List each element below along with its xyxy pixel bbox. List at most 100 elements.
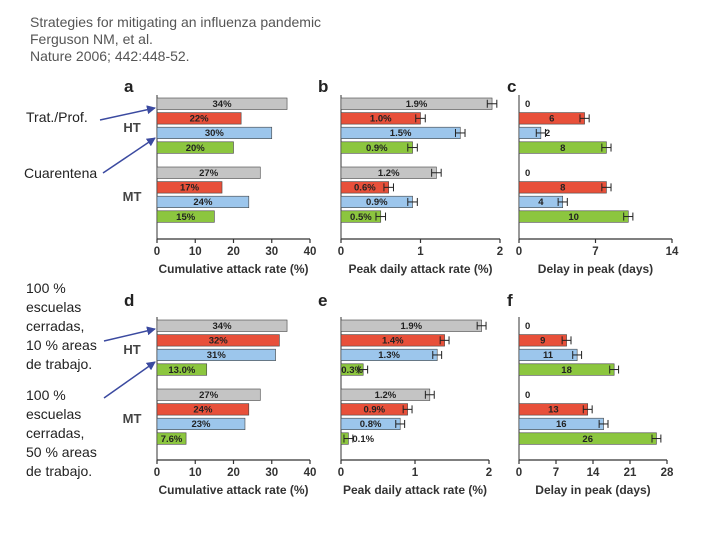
annotation-line: escuelas [26, 299, 82, 315]
x-axis-label: Delay in peak (days) [535, 483, 650, 497]
bar-value-label: 30% [205, 128, 225, 139]
x-axis-label: Delay in peak (days) [538, 262, 653, 276]
bar-value-label: 0.6% [354, 183, 376, 194]
annotation-arrow [102, 137, 156, 174]
x-tick-label: 1 [412, 467, 419, 479]
bar-value-label: 0 [525, 390, 530, 401]
x-tick-label: 7 [592, 246, 598, 258]
bar-value-label: 0.8% [360, 419, 382, 430]
bar-value-label: 8 [560, 183, 565, 194]
group-label: MT [123, 189, 142, 204]
bar-value-label: 2 [545, 128, 550, 139]
bar [156, 195, 250, 208]
bar-value-label: 32% [209, 336, 229, 347]
annotation-line: cerradas, [26, 318, 85, 334]
bar [156, 348, 276, 362]
bar-value-label: 1.0% [370, 114, 392, 125]
bar-value-label: 15% [176, 212, 196, 223]
x-tick-label: 1 [417, 246, 424, 258]
x-tick-label: 0 [338, 467, 344, 479]
bar [156, 403, 250, 416]
bar-value-label: 24% [193, 197, 213, 208]
bar [156, 432, 187, 445]
annotation-arrow [103, 361, 156, 399]
bar-value-label: 0.3% [341, 365, 363, 376]
bar-value-label: 1.3% [378, 350, 400, 361]
panel-letter: c [507, 77, 516, 96]
bar [156, 417, 246, 431]
annotation-closure-10: 100 % escuelas cerradas, 10 % areas de t… [26, 279, 97, 374]
bar [156, 334, 280, 347]
bar-value-label: 0 [525, 321, 530, 332]
bar-value-label: 6 [549, 114, 554, 125]
bar [156, 112, 242, 125]
bar-value-label: 27% [199, 168, 219, 179]
bar-value-label: 1.9% [400, 321, 422, 332]
bar-value-label: 13.0% [168, 365, 195, 376]
bar-value-label: 0 [525, 168, 530, 179]
bar-value-label: 34% [213, 99, 233, 110]
chart-panel-a: a 0 10 20 30 40 Cumulative attack rate (%) HT 34… [123, 77, 317, 276]
x-tick-label: 0 [154, 467, 160, 479]
x-tick-label: 2 [486, 467, 492, 479]
x-tick-label: 30 [265, 246, 278, 258]
x-tick-label: 0 [338, 246, 344, 258]
bar [156, 181, 223, 194]
bar-value-label: 22% [190, 114, 210, 125]
citation-authors: Ferguson NM, et al. [30, 31, 153, 47]
bar-value-label: 24% [193, 405, 213, 416]
bar-value-label: 9 [540, 336, 545, 347]
panel-letter: b [318, 77, 328, 96]
bar-value-label: 1.9% [406, 99, 428, 110]
citation-title: Strategies for mitigating an influenza p… [30, 14, 322, 30]
bar-value-label: 17% [180, 183, 200, 194]
bar-value-label: 26 [582, 434, 593, 445]
x-axis-label: Peak daily attack rate (%) [348, 262, 492, 276]
bar-value-label: 20% [186, 143, 206, 154]
bar-value-label: 7.6% [161, 434, 183, 445]
x-tick-label: 10 [189, 467, 202, 479]
chart-panel-e: e 0 1 2 Peak daily attack rate (%) 1.9% 1.4% 1.… [318, 291, 492, 497]
annotation-line: de trabajo. [26, 356, 93, 372]
bar [156, 97, 288, 110]
bar-value-label: 18 [561, 365, 572, 376]
x-tick-label: 20 [227, 246, 240, 258]
annotation-line: 10 % areas [26, 337, 97, 353]
annotation-closure-50: 100 % escuelas cerradas, 50 % areas de t… [26, 386, 97, 481]
bar-value-label: 13 [548, 405, 559, 416]
bar-value-label: 31% [207, 350, 227, 361]
bar-value-label: 27% [199, 390, 219, 401]
bar-value-label: 0.1% [352, 434, 374, 445]
annotation-arrow [103, 326, 156, 342]
bar-value-label: 8 [560, 143, 565, 154]
bar-value-label: 0.9% [366, 143, 388, 154]
bar-value-label: 4 [538, 197, 544, 208]
panel-letter: a [124, 77, 134, 96]
bar [156, 141, 234, 154]
x-tick-label: 21 [624, 467, 637, 479]
x-tick-label: 0 [516, 467, 522, 479]
bar [156, 210, 215, 223]
group-label: HT [123, 120, 140, 135]
x-axis-label: Peak daily attack rate (%) [343, 483, 487, 497]
x-tick-label: 20 [227, 467, 240, 479]
x-axis-label: Cumulative attack rate (%) [158, 483, 308, 497]
panel-letter: f [507, 291, 513, 310]
bar [156, 166, 261, 179]
x-tick-label: 2 [497, 246, 503, 258]
citation: Strategies for mitigating an influenza p… [30, 14, 321, 65]
annotation-cuarentena: Cuarentena [24, 165, 98, 181]
bar-value-label: 34% [213, 321, 233, 332]
bar-value-label: 0.5% [350, 212, 372, 223]
bar-value-label: 1.5% [390, 128, 412, 139]
group-label: HT [123, 342, 140, 357]
x-axis-label: Cumulative attack rate (%) [158, 262, 308, 276]
annotation-trat: Trat./Prof. [26, 109, 88, 125]
bar-value-label: 23% [191, 419, 211, 430]
x-tick-label: 0 [516, 246, 522, 258]
bar [156, 363, 208, 376]
bar-value-label: 11 [543, 350, 554, 361]
chart-panel-d: d 0 10 20 30 40 Cumulative attack rate (%) HT 34… [123, 291, 317, 497]
